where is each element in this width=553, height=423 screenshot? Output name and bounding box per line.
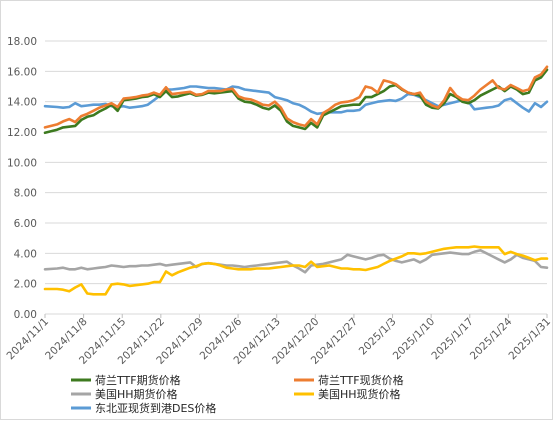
y-tick-label: 2.00 xyxy=(14,279,37,291)
y-tick-label: 4.00 xyxy=(14,248,37,260)
y-tick-label: 14.00 xyxy=(7,97,37,109)
series-lines xyxy=(43,65,549,296)
y-tick-label: 12.00 xyxy=(7,127,37,139)
y-tick-label: 8.00 xyxy=(14,188,37,200)
series-line xyxy=(43,65,549,129)
y-tick-label: 18.00 xyxy=(7,36,37,48)
legend-label: 荷兰TTF现货价格 xyxy=(318,373,404,387)
y-tick-label: 6.00 xyxy=(14,218,37,230)
y-axis-ticks: 0.00 2.00 4.00 6.00 8.00 10.00 12.00 14.00 16.00… xyxy=(7,36,37,321)
legend-label: 东北亚现货到港DES价格 xyxy=(95,401,216,415)
legend-label: 美国HH期货价格 xyxy=(95,387,178,401)
y-tick-label: 0.00 xyxy=(14,309,37,321)
gridlines xyxy=(45,40,547,315)
x-tick-label: 2025/1/31 xyxy=(507,316,552,363)
x-axis-ticks: 2024/11/12024/11/82024/11/152024/11/2220… xyxy=(5,314,553,367)
legend-label: 美国HH现货价格 xyxy=(318,387,401,401)
series-line xyxy=(43,249,549,274)
series-line xyxy=(43,245,549,296)
legend-label: 荷兰TTF期货价格 xyxy=(95,373,181,387)
y-tick-label: 10.00 xyxy=(7,157,37,169)
series-line xyxy=(43,68,549,135)
y-tick-label: 16.00 xyxy=(7,66,37,78)
